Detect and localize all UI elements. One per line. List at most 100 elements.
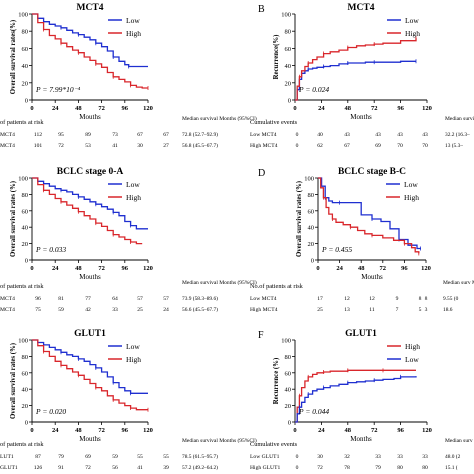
chart-title: BCLC stage 0-A [57, 167, 124, 177]
risk-value: 43 [397, 132, 403, 138]
y-tick-label: 80 [22, 29, 29, 36]
risk-value: 57 [163, 296, 169, 302]
risk-table-header: of patients at risk [0, 283, 44, 290]
risk-value: 67 [137, 132, 143, 138]
x-tick-label: 72 [98, 105, 105, 112]
median-survival-header: Median survival Months (95%CI) [182, 279, 257, 286]
legend-label: High [126, 29, 141, 38]
risk-value: 7 [396, 307, 399, 313]
x-tick-label: 72 [380, 265, 387, 272]
series-low-line [32, 13, 148, 68]
panel-letter: B [258, 4, 265, 15]
risk-value: 73 [112, 132, 118, 138]
risk-row-label: Low MCT4 [250, 296, 277, 302]
median-survival-value: 78.5 (61.5–95.7) [182, 453, 218, 460]
chart-title: MCT4 [348, 3, 375, 13]
legend-label: High [405, 342, 420, 351]
y-axis-label: Overall survival rates(%) [10, 20, 17, 94]
x-tick-label: 24 [336, 265, 343, 272]
legend-label: Low [126, 16, 140, 25]
median-survival-header: Median surv Months (9 [443, 279, 474, 286]
risk-value: 27 [163, 143, 169, 149]
p-value: P = 7.99*10⁻⁴ [35, 85, 81, 94]
risk-table-header: of patients at risk [0, 441, 44, 448]
risk-value: 53 [85, 143, 91, 149]
x-tick-label: 0 [293, 427, 296, 434]
panel-letter: D [258, 168, 265, 179]
median-survival-header: Median survi Months (95 [445, 115, 474, 122]
risk-value: 41 [112, 143, 118, 149]
y-tick-label: 0 [25, 420, 28, 427]
y-tick-label: 60 [22, 46, 29, 53]
x-tick-label: 24 [52, 265, 59, 272]
risk-value: 0 [296, 143, 299, 149]
risk-value: 95 [58, 132, 64, 138]
risk-value: 79 [375, 465, 381, 471]
median-survival-header: Median survival Months (95%CI) [182, 437, 257, 444]
series-low-line [32, 339, 148, 394]
x-tick-label: 48 [75, 427, 82, 434]
risk-value: 67 [344, 143, 350, 149]
x-tick-label: 48 [345, 427, 352, 434]
legend-label: High [126, 355, 141, 364]
y-axis-label: Overall survival rates (%) [296, 181, 303, 257]
risk-row-label: Low GLUT1 [250, 454, 280, 460]
risk-value: 30 [137, 143, 143, 149]
risk-value: 59 [112, 454, 118, 460]
legend-label: High [404, 193, 419, 202]
risk-value: 101 [34, 143, 43, 149]
x-tick-label: 0 [30, 427, 33, 434]
risk-value: 32 [344, 454, 350, 460]
median-survival-value: 13 (5.3– [445, 142, 463, 149]
x-tick-label: 72 [98, 427, 105, 434]
risk-value: 75 [35, 307, 41, 313]
y-tick-label: 100 [18, 12, 28, 19]
risk-table-header: Cumulative events [250, 119, 298, 126]
risk-value: 55 [137, 454, 143, 460]
x-tick-label: 24 [52, 427, 59, 434]
median-survival-header: Median survival Months (95%CI) [182, 115, 257, 122]
y-tick-label: 100 [18, 338, 28, 345]
risk-value: 9 [396, 296, 399, 302]
y-tick-label: 80 [308, 192, 315, 199]
risk-value: 64 [112, 296, 118, 302]
series-high-line [295, 369, 416, 423]
risk-value: 72 [85, 465, 91, 471]
y-tick-label: 80 [22, 192, 29, 199]
legend-label: Low [404, 180, 418, 189]
y-tick-label: 0 [288, 98, 291, 105]
risk-value: 70 [397, 143, 403, 149]
x-tick-label: 24 [318, 105, 325, 112]
y-axis-label: Recurrence(%) [273, 35, 280, 80]
x-tick-label: 48 [75, 265, 82, 272]
x-axis-label: Mouths [79, 435, 101, 443]
y-tick-label: 80 [285, 29, 292, 36]
risk-value: 25 [137, 307, 143, 313]
x-tick-label: 72 [98, 265, 105, 272]
risk-value: 89 [85, 132, 91, 138]
legend-label: High [405, 29, 420, 38]
y-tick-label: 80 [22, 354, 29, 361]
x-tick-label: 48 [75, 105, 82, 112]
y-tick-label: 20 [285, 403, 292, 410]
risk-value: 55 [163, 454, 169, 460]
risk-value: 69 [375, 143, 381, 149]
risk-row-label: MCT4 [0, 143, 15, 149]
risk-table-header: No.of patients at risk [250, 283, 304, 290]
x-tick-label: 120 [143, 265, 153, 272]
risk-table-header: of patients at risk [0, 119, 44, 126]
risk-value: 43 [344, 132, 350, 138]
y-axis-label: Recurrence (%) [273, 358, 280, 405]
y-tick-label: 0 [288, 420, 291, 427]
x-tick-label: 120 [422, 105, 432, 112]
median-survival-value: 18.6 [443, 307, 453, 313]
x-tick-label: 0 [316, 265, 319, 272]
y-tick-label: 20 [22, 241, 29, 248]
median-survival-value: 9.55 (0 [443, 295, 459, 302]
y-tick-label: 100 [281, 12, 291, 19]
risk-value: 59 [58, 307, 64, 313]
risk-value: 41 [137, 465, 143, 471]
risk-value: 3 [425, 307, 428, 313]
risk-value: 33 [375, 454, 381, 460]
y-tick-label: 40 [285, 387, 292, 394]
